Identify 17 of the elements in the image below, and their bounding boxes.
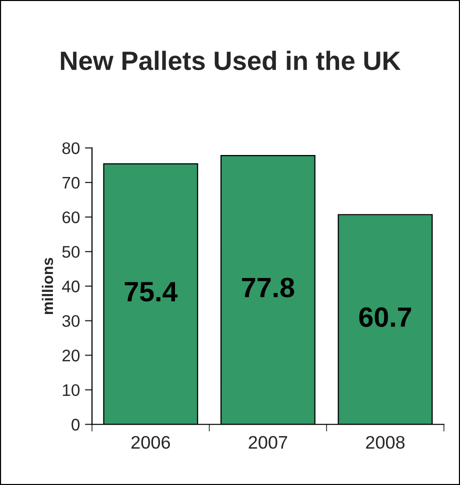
x-tick-label: 2007 [248,436,288,449]
y-tick-label: 20 [62,350,80,362]
y-tick-label: 70 [62,176,80,189]
chart-title: New Pallets Used in the UK [60,50,401,70]
x-tick-label: 2008 [366,436,405,449]
y-tick-label: 50 [62,246,80,258]
y-tick-label: 80 [62,142,80,154]
y-tick-label: 0 [72,418,80,431]
y-tick-label: 30 [62,315,80,327]
data-label: 60.7 [359,307,412,327]
data-label: 77.8 [242,278,294,298]
data-label: 75.4 [124,282,178,302]
y-tick-label: 60 [62,211,80,224]
y-tick-label: 40 [62,280,80,292]
y-axis-title: millions [42,258,54,314]
y-tick-label: 10 [62,384,80,396]
x-tick-label: 2006 [131,436,170,449]
